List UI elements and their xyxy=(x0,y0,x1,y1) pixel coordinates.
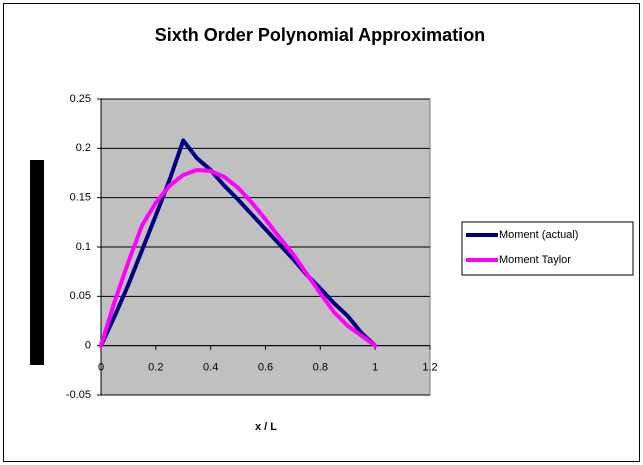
x-tick-label: 0 xyxy=(98,362,104,374)
y-tick-label: 0.1 xyxy=(76,241,91,253)
chart-title: Sixth Order Polynomial Approximation xyxy=(155,25,485,45)
series-line xyxy=(99,138,378,348)
y-tick-label: 0.2 xyxy=(76,142,91,154)
y-tick-label: 0 xyxy=(85,340,91,352)
x-tick-label: 1 xyxy=(372,362,378,374)
y-tick-label: -0.05 xyxy=(66,389,91,401)
legend-label: Moment Taylor xyxy=(499,254,571,266)
y-tick-label: 0.15 xyxy=(70,192,91,204)
legend-label: Moment (actual) xyxy=(499,229,578,241)
x-tick-label: 0.8 xyxy=(313,362,328,374)
legend-box xyxy=(461,221,634,276)
y-axis-label-redacted xyxy=(30,160,44,365)
x-tick-label: 1.2 xyxy=(422,362,437,374)
x-tick-label: 0.4 xyxy=(203,362,218,374)
y-tick-label: 0.05 xyxy=(70,290,91,302)
x-tick-label: 0.2 xyxy=(148,362,163,374)
y-tick-label: 0.25 xyxy=(70,93,91,105)
x-tick-label: 0.6 xyxy=(258,362,273,374)
x-axis-label: x / L xyxy=(255,421,277,433)
series-line xyxy=(99,168,378,348)
